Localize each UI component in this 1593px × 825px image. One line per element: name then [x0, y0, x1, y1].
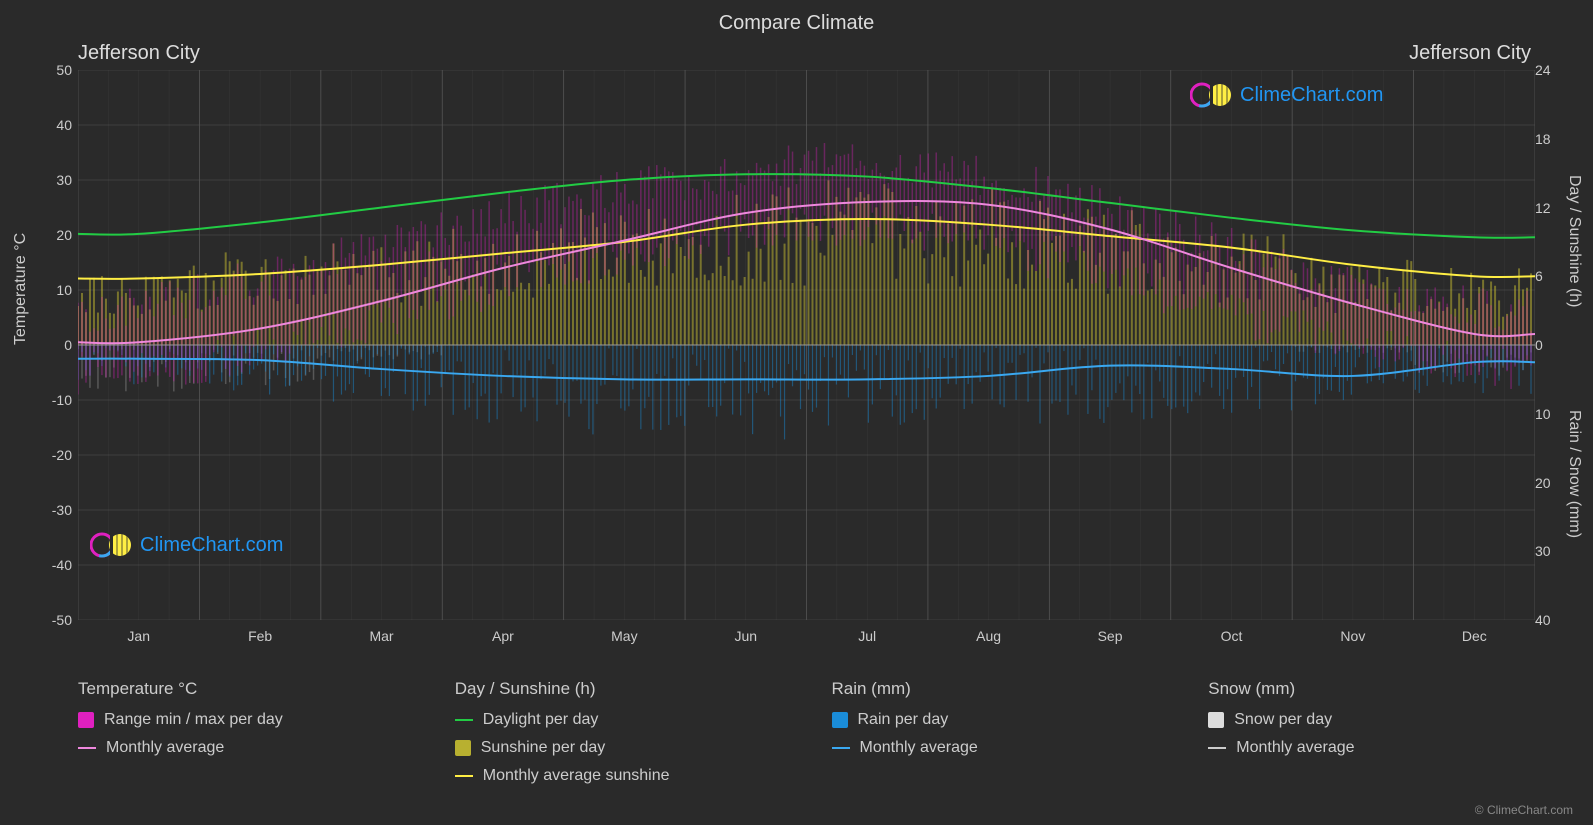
chart-container: Compare Climate Jefferson City Jefferson…	[0, 0, 1593, 825]
legend-item: Range min / max per day	[78, 711, 405, 729]
legend-item-label: Rain per day	[858, 711, 949, 729]
legend-item: Rain per day	[832, 711, 1159, 729]
legend-item-label: Sunshine per day	[481, 739, 606, 757]
x-tick: Apr	[492, 628, 514, 644]
legend-item-label: Monthly average	[860, 739, 978, 757]
y-tick-left: -40	[42, 557, 72, 573]
legend-line-icon	[455, 719, 473, 721]
y-tick-left: 20	[42, 227, 72, 243]
y-tick-left: 10	[42, 282, 72, 298]
legend-title: Snow (mm)	[1208, 679, 1535, 699]
legend-item: Monthly average	[832, 739, 1159, 757]
legend-item-label: Monthly average	[1236, 739, 1354, 757]
watermark: ClimeChart.com	[1190, 80, 1383, 110]
y-axis-right-bottom-label: Rain / Snow (mm)	[1565, 410, 1583, 538]
legend-line-icon	[455, 775, 473, 777]
y-axis-left-label: Temperature °C	[12, 233, 30, 345]
x-tick: Jul	[858, 628, 876, 644]
watermark-text: ClimeChart.com	[140, 534, 283, 557]
logo-icon	[1190, 80, 1234, 110]
y-tick-right: 6	[1535, 268, 1559, 284]
legend-item: Snow per day	[1208, 711, 1535, 729]
legend-title: Day / Sunshine (h)	[455, 679, 782, 699]
plot-area	[78, 70, 1535, 620]
plot-svg	[78, 70, 1535, 620]
city-label-right: Jefferson City	[1409, 42, 1531, 65]
legend-swatch-icon	[78, 712, 94, 728]
legend: Temperature °C Range min / max per day Mon…	[78, 679, 1535, 795]
legend-item: Monthly average	[1208, 739, 1535, 757]
y-tick-right: 12	[1535, 200, 1559, 216]
legend-title: Rain (mm)	[832, 679, 1159, 699]
x-tick: Dec	[1462, 628, 1487, 644]
y-tick-right: 0	[1535, 337, 1559, 353]
legend-item: Monthly average sunshine	[455, 767, 782, 785]
x-tick: Feb	[248, 628, 272, 644]
legend-item: Monthly average	[78, 739, 405, 757]
legend-item-label: Monthly average	[106, 739, 224, 757]
x-tick: Nov	[1340, 628, 1365, 644]
chart-title: Compare Climate	[0, 0, 1593, 35]
x-tick: May	[611, 628, 637, 644]
copyright: © ClimeChart.com	[1475, 803, 1573, 817]
x-tick: Jan	[127, 628, 150, 644]
y-tick-right: 24	[1535, 62, 1559, 78]
legend-swatch-icon	[455, 740, 471, 756]
legend-item-label: Range min / max per day	[104, 711, 283, 729]
legend-column: Snow (mm) Snow per day Monthly average	[1208, 679, 1535, 795]
x-tick: Oct	[1221, 628, 1243, 644]
legend-item-label: Monthly average sunshine	[483, 767, 670, 785]
legend-swatch-icon	[1208, 712, 1224, 728]
y-tick-left: 50	[42, 62, 72, 78]
y-tick-right: 18	[1535, 131, 1559, 147]
legend-line-icon	[832, 747, 850, 749]
y-tick-left: 0	[42, 337, 72, 353]
legend-column: Temperature °C Range min / max per day Mon…	[78, 679, 405, 795]
y-tick-right: 20	[1535, 475, 1559, 491]
y-tick-right: 40	[1535, 612, 1559, 628]
y-tick-left: -30	[42, 502, 72, 518]
x-tick: Mar	[369, 628, 393, 644]
x-tick: Aug	[976, 628, 1001, 644]
y-tick-left: 40	[42, 117, 72, 133]
legend-title: Temperature °C	[78, 679, 405, 699]
x-tick: Sep	[1098, 628, 1123, 644]
y-tick-left: 30	[42, 172, 72, 188]
watermark-text: ClimeChart.com	[1240, 84, 1383, 107]
legend-column: Day / Sunshine (h) Daylight per day Sunshi…	[455, 679, 782, 795]
y-tick-left: -20	[42, 447, 72, 463]
y-tick-left: -10	[42, 392, 72, 408]
legend-line-icon	[78, 747, 96, 749]
logo-icon	[90, 530, 134, 560]
x-tick: Jun	[734, 628, 757, 644]
legend-line-icon	[1208, 747, 1226, 749]
legend-item-label: Daylight per day	[483, 711, 599, 729]
watermark: ClimeChart.com	[90, 530, 283, 560]
y-tick-left: -50	[42, 612, 72, 628]
legend-swatch-icon	[832, 712, 848, 728]
y-tick-right: 10	[1535, 406, 1559, 422]
city-label-left: Jefferson City	[78, 42, 200, 65]
y-tick-right: 30	[1535, 543, 1559, 559]
legend-item: Sunshine per day	[455, 739, 782, 757]
legend-item: Daylight per day	[455, 711, 782, 729]
y-axis-right-top-label: Day / Sunshine (h)	[1565, 175, 1583, 308]
legend-item-label: Snow per day	[1234, 711, 1332, 729]
legend-column: Rain (mm) Rain per day Monthly average	[832, 679, 1159, 795]
